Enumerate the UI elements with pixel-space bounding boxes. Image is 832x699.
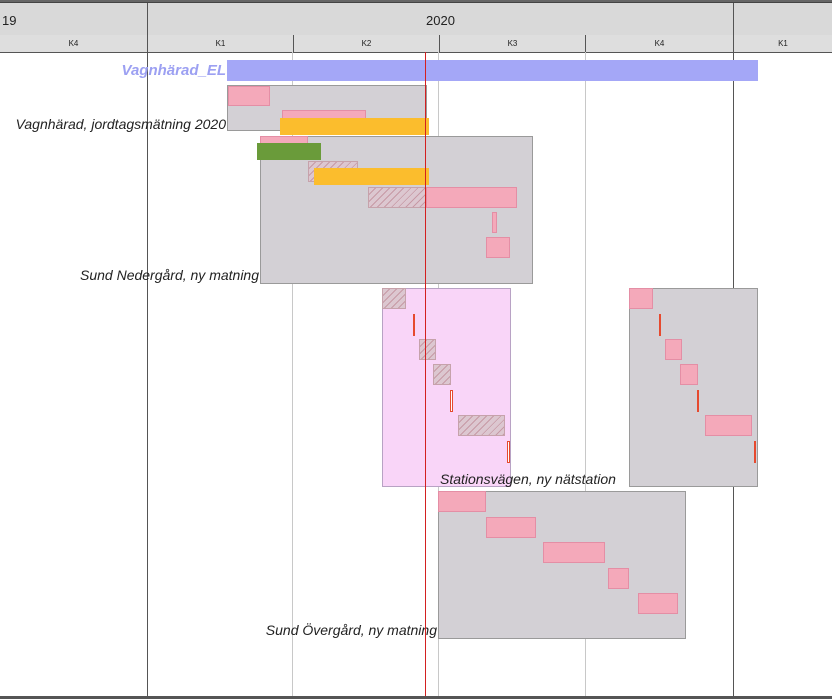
gridline-q4 [585,52,586,699]
group-label-jordtagsmatning: Vagnhärad, jordtagsmätning 2020 [15,116,226,132]
quarter-k3-2020: K3 [440,35,586,52]
completed-task-bar[interactable] [433,364,451,385]
task-bar[interactable] [426,187,517,208]
task-bar[interactable] [638,593,678,614]
year-2019-cell: 19 [0,3,148,35]
completed-task-bar[interactable] [458,415,505,436]
year-2019-label: 19 [2,13,17,28]
quarter-k1-2021: K1 [734,35,832,52]
task-bar[interactable] [438,491,486,512]
year-2020-cell: 2020 [148,3,734,35]
year-2020-label: 2020 [426,13,455,28]
completed-task-bar[interactable] [419,339,436,360]
today-line [425,52,426,699]
task-bar[interactable] [680,364,698,385]
task-bar[interactable] [543,542,605,563]
resource-bar-orange[interactable] [280,118,429,135]
group-label-sund-nedergard: Sund Nedergård, ny matning [80,267,259,283]
gridline-year-2020 [147,52,148,699]
task-bar[interactable] [629,288,653,309]
project-label: Vagnhärad_EL [121,62,226,79]
milestone-marker[interactable] [697,390,699,412]
milestone-marker[interactable] [659,314,661,336]
project-summary-bar[interactable] [227,60,758,81]
resource-bar-orange[interactable] [314,168,429,185]
group-sund-overgard[interactable] [438,491,686,639]
milestone-marker[interactable] [450,390,453,412]
quarter-k4-2019: K4 [0,35,148,52]
task-bar[interactable] [608,568,629,589]
task-bar[interactable] [665,339,682,360]
group-sund-nedergard[interactable] [260,136,533,284]
group-stationsvagen-followup[interactable] [629,288,758,487]
task-bar[interactable] [228,86,270,106]
resource-bar-green[interactable] [257,143,321,160]
task-bar[interactable] [705,415,752,436]
task-bar[interactable] [492,212,497,233]
task-bar[interactable] [486,237,510,258]
milestone-marker[interactable] [507,441,510,463]
quarter-k1-2020: K1 [148,35,294,52]
group-label-sund-overgard: Sund Övergård, ny matning [265,622,437,638]
milestone-marker[interactable] [754,441,756,463]
year-2021-cell [734,3,832,35]
task-bar[interactable] [486,517,536,538]
milestone-marker[interactable] [413,314,415,336]
group-label-stationsvagen: Stationsvägen, ny nätstation [440,471,616,487]
completed-task-bar[interactable] [368,187,426,208]
quarter-k4-2020: K4 [586,35,734,52]
completed-task-bar[interactable] [382,288,406,309]
group-stationsvagen[interactable] [382,288,511,487]
gridline-q2 [292,52,293,699]
quarter-k2-2020: K2 [294,35,440,52]
